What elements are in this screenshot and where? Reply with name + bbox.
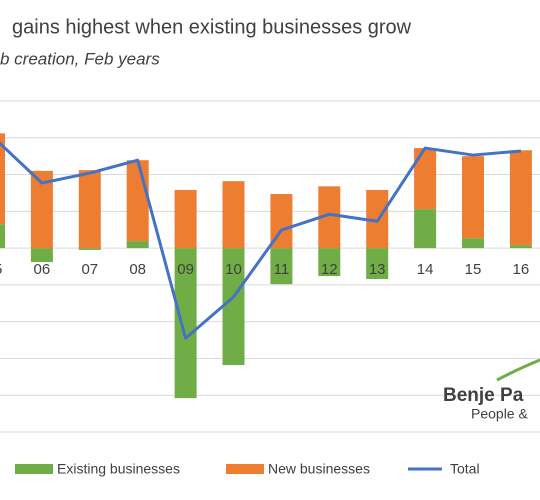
bar [30,248,53,263]
bar [0,133,5,225]
bar [366,248,389,280]
bar [318,186,341,249]
bar [78,170,101,249]
x-tick-label: 14 [417,261,434,278]
legend-label: Existing businesses [57,461,180,477]
bar [318,248,341,277]
x-tick-label: 07 [81,261,98,278]
x-tick-label: 10 [225,261,242,278]
x-tick-label: 11 [274,261,290,278]
x-tick-label: 12 [321,261,338,278]
bar [126,241,149,249]
bar [78,248,101,250]
bar [414,148,437,210]
bar [126,160,149,242]
bar [509,245,532,249]
x-tick-label: 06 [34,261,51,278]
logo-swoosh [496,358,540,382]
x-tick-label: 13 [369,261,386,278]
legend-label: Total [450,461,480,477]
x-tick-label: 05 [0,261,2,278]
chart-subtitle: b creation, Feb years [0,49,160,68]
line [0,141,522,340]
bar [222,248,245,366]
bar [462,238,484,249]
bar [414,209,437,249]
logo-name: Benje Pa [443,385,524,406]
legend-swatch [15,464,53,474]
x-tick-label: 15 [465,261,482,278]
x-tick-label: 16 [513,261,530,278]
bar [270,194,293,249]
bar [270,248,293,285]
bar [222,181,245,249]
legend-label: New businesses [268,461,370,477]
bar [174,248,197,399]
x-tick-label: 08 [129,261,146,278]
logo-tagline: People & [471,406,528,422]
bar [0,224,5,249]
chart-title: gains highest when existing businesses g… [12,16,412,38]
bar [174,190,197,249]
bar [30,170,53,249]
bar [509,150,532,246]
legend-swatch [226,464,264,474]
x-tick-label: 09 [177,261,194,278]
bar [462,156,484,239]
